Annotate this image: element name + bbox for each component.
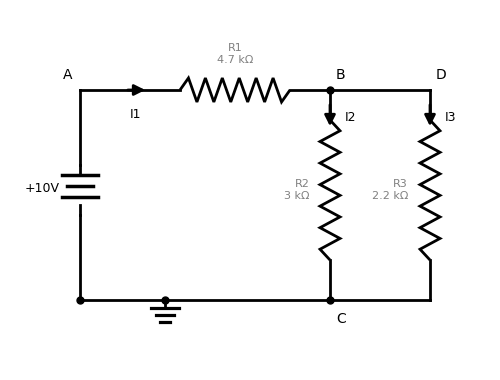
Text: R1
4.7 kΩ: R1 4.7 kΩ xyxy=(217,43,253,65)
Text: B: B xyxy=(336,68,345,82)
Text: D: D xyxy=(436,68,447,82)
Text: R3
2.2 kΩ: R3 2.2 kΩ xyxy=(372,179,408,201)
Text: R2
3 kΩ: R2 3 kΩ xyxy=(284,179,310,201)
Text: A: A xyxy=(62,68,72,82)
Text: I2: I2 xyxy=(345,111,356,124)
Text: +10V: +10V xyxy=(25,182,60,195)
Text: I3: I3 xyxy=(445,111,456,124)
Text: I1: I1 xyxy=(130,108,141,121)
Text: C: C xyxy=(336,312,346,326)
